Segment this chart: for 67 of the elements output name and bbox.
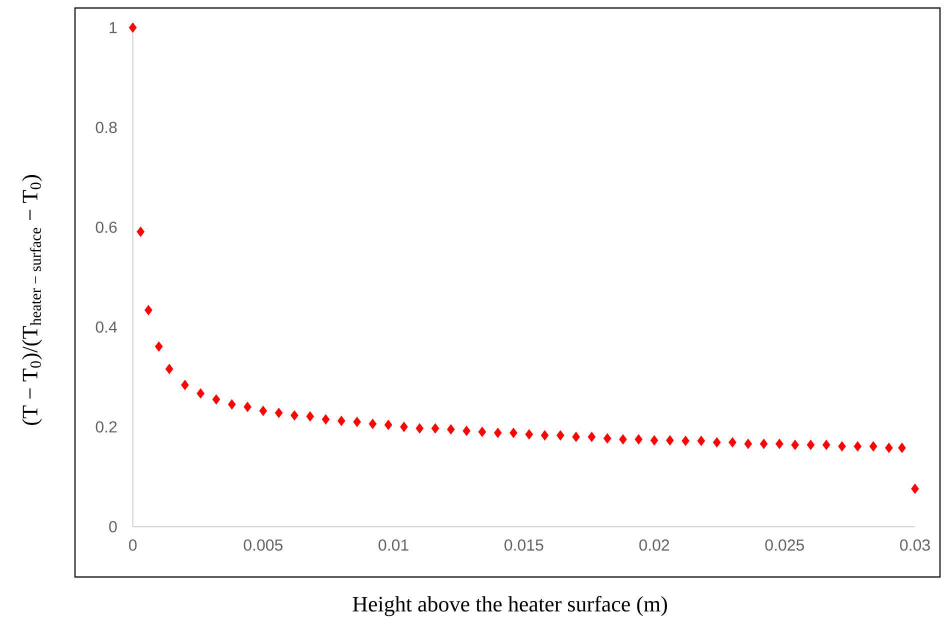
point <box>181 380 189 390</box>
point <box>510 428 518 438</box>
point <box>306 411 314 422</box>
point <box>478 426 486 437</box>
point <box>588 432 596 442</box>
point <box>682 436 690 446</box>
point <box>712 437 721 448</box>
y-tick-label: 0.6 <box>96 222 117 233</box>
point <box>368 418 377 429</box>
point <box>322 414 330 424</box>
x-tick-label: 0.005 <box>244 539 283 551</box>
point <box>462 426 470 436</box>
point <box>911 484 919 494</box>
y-tick-label: 0.4 <box>96 321 117 333</box>
x-tick-label: 0.015 <box>504 539 544 551</box>
point <box>869 441 878 452</box>
point <box>165 364 174 374</box>
point <box>697 436 706 446</box>
point <box>540 430 549 440</box>
point <box>244 402 252 412</box>
point <box>196 388 204 399</box>
point <box>885 442 893 453</box>
y-tick-label: 0 <box>109 521 117 532</box>
point <box>431 423 440 434</box>
y-tick-label: 0.2 <box>96 421 117 433</box>
point <box>556 430 564 440</box>
point <box>760 438 768 449</box>
point <box>603 433 612 444</box>
point <box>634 434 642 444</box>
point <box>212 394 220 404</box>
point <box>144 305 152 316</box>
point <box>572 432 580 442</box>
x-tick-label: 0.01 <box>378 539 408 551</box>
point <box>338 416 346 426</box>
point <box>447 424 455 434</box>
point <box>128 22 137 33</box>
x-tick-label: 0.02 <box>639 539 670 551</box>
point <box>400 422 408 432</box>
point <box>822 440 830 450</box>
point <box>416 423 424 434</box>
point <box>136 226 144 237</box>
point <box>666 435 674 446</box>
point <box>744 438 752 449</box>
point <box>806 440 815 450</box>
x-tick-label: 0.03 <box>900 539 930 551</box>
x-axis-title: Height above the heater surface (m) <box>352 596 667 616</box>
point <box>494 428 502 438</box>
point <box>728 437 736 448</box>
point <box>290 410 298 420</box>
y-tick-label: 0.8 <box>96 122 117 134</box>
point <box>838 441 846 452</box>
point <box>854 441 862 452</box>
point <box>525 429 533 440</box>
point <box>274 408 283 418</box>
point <box>898 442 906 453</box>
point <box>353 416 361 427</box>
point <box>155 341 163 352</box>
point <box>650 435 658 446</box>
x-tick-label: 0.025 <box>765 539 804 551</box>
point <box>259 406 268 416</box>
point <box>228 399 236 410</box>
x-tick-label: 0 <box>128 539 137 551</box>
point <box>791 440 799 450</box>
y-tick-label: 1 <box>110 22 117 34</box>
point <box>776 438 784 449</box>
point <box>384 420 392 430</box>
point <box>619 434 627 444</box>
